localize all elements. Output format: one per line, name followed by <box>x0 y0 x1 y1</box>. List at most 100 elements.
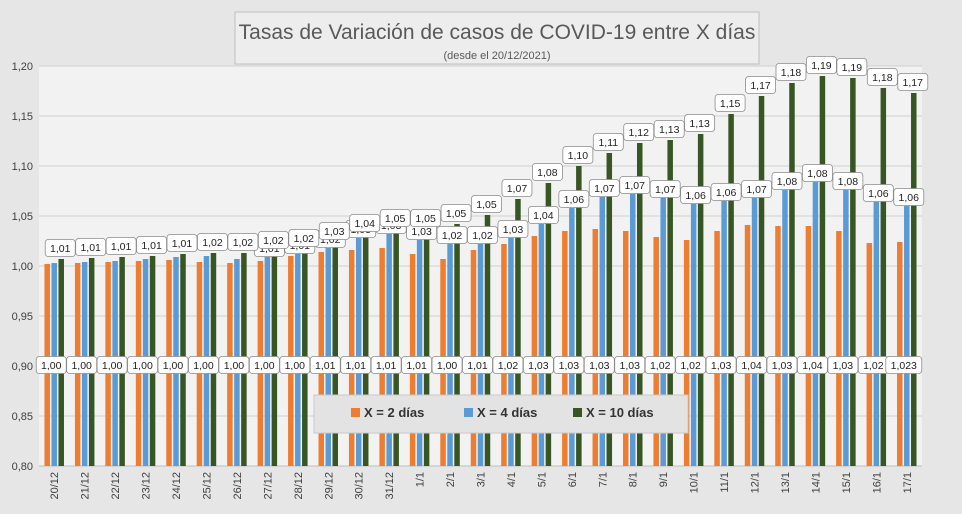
data-label-x4: 1,02 <box>436 226 468 244</box>
data-label-box <box>379 209 411 227</box>
bar-x-10-d-as <box>636 143 643 466</box>
data-label-box <box>680 186 712 204</box>
data-label-box <box>806 56 837 74</box>
data-label-text: 1,06 <box>868 188 889 200</box>
data-label-x2: 1,03 <box>583 356 615 374</box>
y-tick-label: 0,95 <box>12 311 33 323</box>
x-axis: 20/12 21/12 22/12 23/12 24/12 25/12 26/12 27/12… <box>49 472 914 500</box>
bar-x-2-d-as <box>653 237 659 466</box>
data-label-x4: 1,04 <box>527 206 559 224</box>
x-tick-label: 26/12 <box>232 472 244 500</box>
data-label-x2: 1,00 <box>188 356 219 374</box>
data-label-box <box>157 356 189 374</box>
bar-x-10-d-as <box>576 166 582 466</box>
bar-x-10-d-as <box>606 153 613 466</box>
x-tick-label: 1/1 <box>415 472 427 487</box>
x-tick-label: 3/1 <box>476 472 488 487</box>
data-label-x10: 1,03 <box>318 222 350 240</box>
data-label-box <box>623 123 655 141</box>
data-label-x2: 1,03 <box>614 356 646 374</box>
x-tick-label: 2/1 <box>445 472 457 487</box>
data-label-x2: 1,02 <box>492 356 524 374</box>
data-label-box <box>771 172 803 190</box>
data-label-x2: 1,03 <box>705 356 737 374</box>
data-label-text: 1,03 <box>772 360 793 372</box>
data-label-x10: 1,01 <box>75 238 107 256</box>
data-label-box <box>227 233 259 251</box>
bar-x-10-d-as <box>789 83 795 466</box>
bar-x-10-d-as <box>850 78 856 466</box>
data-label-x10: 1,07 <box>501 179 533 197</box>
data-label-x4: 1,07 <box>588 179 620 197</box>
y-tick-label: 0,90 <box>12 361 33 373</box>
data-label-box <box>583 356 615 374</box>
x-tick-label: 24/12 <box>171 472 183 500</box>
data-label-x10: 1,05 <box>471 195 502 213</box>
data-label-x2: 1,01 <box>309 356 341 374</box>
data-label-text: 1,01 <box>467 360 488 372</box>
data-label-text: 1,03 <box>711 360 732 372</box>
data-label-box <box>614 356 646 374</box>
data-label-box <box>531 163 563 181</box>
bar-x-4-d-as <box>843 190 849 466</box>
data-label-text: 1,17 <box>750 80 771 92</box>
data-label-text: 1,03 <box>559 360 580 372</box>
bar-x-10-d-as <box>362 234 369 466</box>
data-label-text: 1,08 <box>537 167 558 179</box>
data-label-box <box>44 239 76 257</box>
data-label-x2: 1,01 <box>462 356 493 374</box>
legend-label: X = 4 días <box>477 405 537 420</box>
bar-x-2-d-as <box>805 226 812 466</box>
data-label-text: 1,07 <box>746 184 767 196</box>
data-label-x10: 1,18 <box>775 63 807 81</box>
x-tick-label: 16/1 <box>871 472 883 493</box>
bar-x-10-d-as <box>728 114 734 466</box>
data-label-box <box>257 231 289 249</box>
data-label-x10: 1,05 <box>379 209 411 227</box>
data-label-x2: 1,02 <box>644 356 676 374</box>
data-label-text: 1,18 <box>872 72 893 84</box>
data-label-text: 1,07 <box>625 180 646 192</box>
bar-x-4-d-as <box>751 198 758 466</box>
bar-x-4-d-as <box>660 198 666 466</box>
data-label-box <box>897 73 929 91</box>
data-label-box <box>741 180 772 198</box>
bar-x-10-d-as <box>332 242 339 466</box>
bar-x-10-d-as <box>393 229 399 466</box>
x-tick-label: 10/1 <box>689 472 701 493</box>
data-label-x2: 1,00 <box>431 356 463 374</box>
data-label-x2: 1,00 <box>35 356 67 374</box>
data-label-box <box>745 76 776 94</box>
data-label-box <box>370 356 402 374</box>
data-label-x2: 1,01 <box>340 356 372 374</box>
data-label-box <box>644 356 676 374</box>
data-label-x10: 1,17 <box>897 73 929 91</box>
bar-x-4-d-as <box>447 244 453 466</box>
data-label-box <box>197 233 228 251</box>
bar-x-4-d-as <box>508 238 514 466</box>
data-label-box <box>136 236 167 254</box>
data-label-x2: 1,04 <box>797 356 828 374</box>
bar-x-4-d-as <box>599 197 606 466</box>
x-tick-label: 6/1 <box>567 472 579 487</box>
data-label-box <box>96 356 128 374</box>
data-label-x2: 1,00 <box>96 356 128 374</box>
data-label-box <box>497 220 529 238</box>
data-label-box <box>832 172 864 190</box>
data-label-text: 1,01 <box>376 360 397 372</box>
data-label-box <box>105 237 137 255</box>
data-label-x2: 1,01 <box>370 356 402 374</box>
data-label-text: 1,04 <box>533 210 554 222</box>
data-label-text: 1,00 <box>163 360 184 372</box>
x-tick-label: 12/1 <box>750 472 762 493</box>
data-label-box <box>127 356 158 374</box>
data-label-text: 1,06 <box>564 194 585 206</box>
data-label-text: 1,03 <box>411 226 432 238</box>
data-label-box <box>649 180 681 198</box>
chart-title: Tasas de Variación de casos de COVID-19 … <box>239 21 756 44</box>
data-label-box <box>553 356 585 374</box>
data-label-box <box>401 356 433 374</box>
data-label-box <box>248 356 280 374</box>
data-label-box <box>592 133 624 151</box>
